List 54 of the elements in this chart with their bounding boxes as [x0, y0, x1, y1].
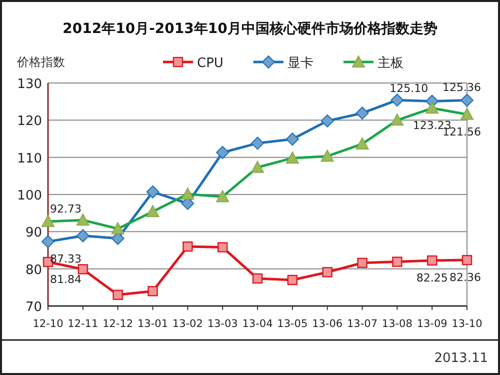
point — [217, 242, 228, 252]
point — [252, 273, 263, 284]
y-tick-label: 120 — [17, 114, 42, 130]
point — [356, 106, 369, 120]
x-tick-label: 13-05 — [277, 318, 308, 330]
y-tick-label: 80 — [25, 262, 42, 278]
y-tick-label: 90 — [25, 226, 42, 241]
text: 2013.11 — [434, 351, 488, 366]
data-label: 82.36 — [450, 271, 481, 284]
x-tick-label: 12-11 — [68, 318, 98, 330]
data-label: 82.25 — [416, 271, 448, 284]
x-tick-label: 13-04 — [242, 318, 274, 330]
x-tick-label: 13-08 — [382, 318, 412, 330]
point — [426, 255, 438, 266]
x-tick-label: 13-01 — [137, 318, 168, 330]
point — [78, 264, 88, 274]
point — [146, 185, 160, 198]
x-tick-label: 12-10 — [32, 318, 64, 330]
point — [182, 241, 193, 252]
point — [286, 132, 299, 146]
point — [392, 256, 402, 267]
x-tick-label: 13-06 — [312, 318, 343, 330]
chart-title: 2012年10月-2013年10月中国核心硬件市场价格指数走势 — [62, 20, 438, 37]
point — [322, 267, 332, 278]
x-tick-label: 13-07 — [346, 318, 378, 330]
point — [148, 286, 158, 296]
point — [462, 254, 472, 266]
point — [251, 136, 264, 150]
legend-label: 主板 — [377, 55, 404, 71]
point — [460, 94, 474, 107]
y-tick-label: 70 — [25, 300, 42, 315]
y-tick-label: 130 — [17, 77, 42, 92]
y-axis-title: 价格指数 — [16, 55, 65, 69]
point — [216, 146, 230, 159]
y-tick-label: 110 — [17, 151, 42, 166]
x-tick-label: 13-02 — [172, 318, 203, 330]
point — [357, 258, 368, 268]
data-label: 81.84 — [50, 272, 82, 286]
data-label: 92.73 — [50, 202, 82, 216]
point — [287, 274, 298, 286]
point — [390, 94, 404, 107]
point — [42, 235, 54, 248]
x-tick-label: 13-03 — [207, 318, 238, 330]
point — [76, 229, 90, 242]
x-tick-label: 12-12 — [102, 318, 134, 330]
point — [320, 114, 334, 128]
data-label: 125.10 — [390, 82, 428, 96]
x-tick-label: 13-09 — [416, 318, 448, 330]
legend-label: CPU — [197, 56, 224, 71]
point — [112, 290, 123, 300]
y-tick-label: 100 — [17, 188, 42, 204]
legend-label: 显卡 — [287, 56, 314, 71]
x-tick-label: 13-10 — [452, 318, 482, 330]
data-label: 125.36 — [442, 81, 481, 94]
